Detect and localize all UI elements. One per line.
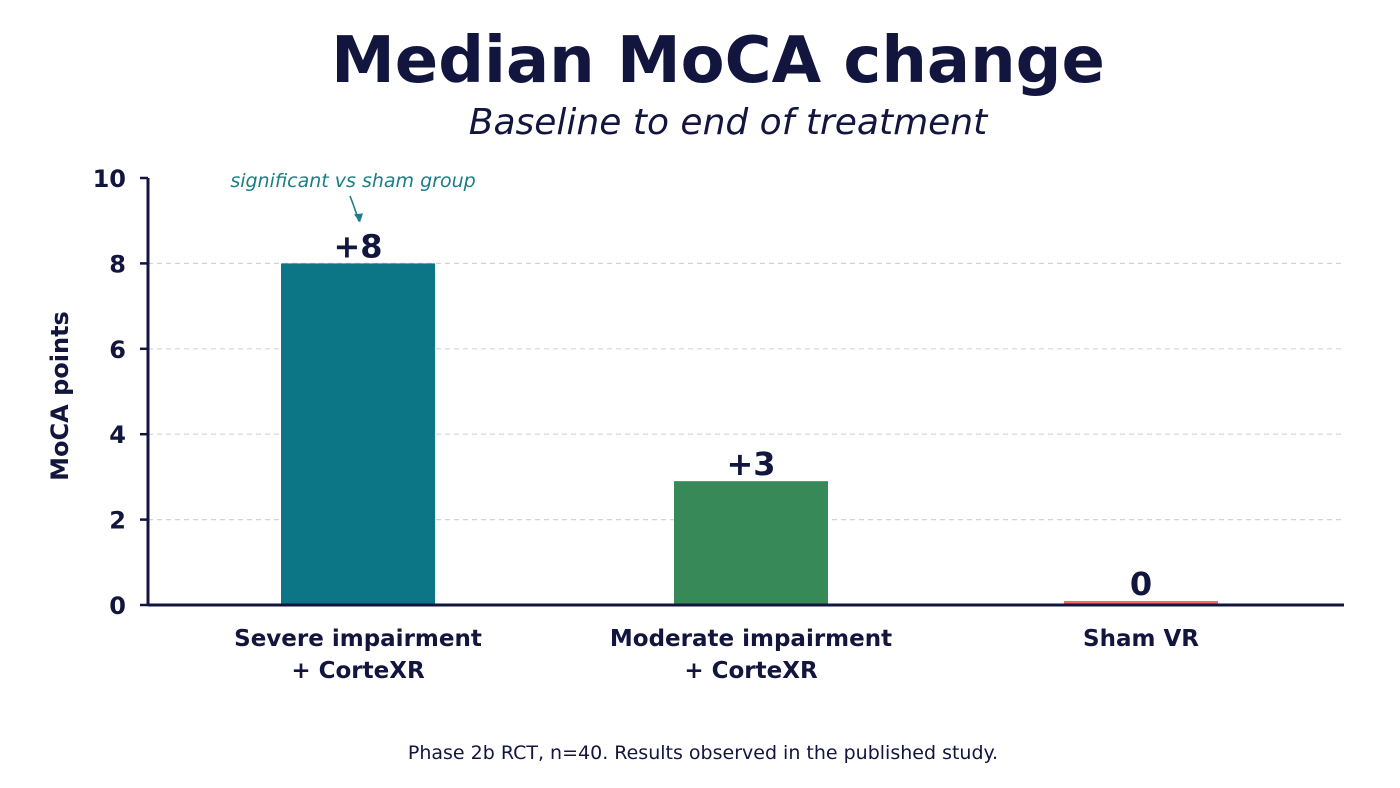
y-tick-label: 2 [109,507,126,535]
chart-title: Median MoCA change [331,24,1105,98]
footnote: Phase 2b RCT, n=40. Results observed in … [408,742,998,764]
y-tick-label: 6 [109,336,126,364]
category-labels: Severe impairment + CorteXR Moderate impai… [234,626,1199,684]
y-tick-label: 0 [109,592,126,620]
chart-subtitle: Baseline to end of treatment [469,102,989,143]
y-tick-label: 10 [93,165,126,193]
y-axis-ticks: 0 2 4 6 8 10 [93,165,148,620]
annotation-arrowhead [354,213,363,223]
annotation-text: significant vs sham group [230,170,475,192]
x-tick-label: + CorteXR [291,658,425,684]
data-label: 0 [1130,565,1152,603]
y-axis-label: MoCA points [46,311,74,481]
bar [674,481,828,605]
data-label: +8 [333,227,382,265]
y-tick-label: 4 [109,421,126,449]
x-tick-label: Sham VR [1083,626,1199,652]
bar [281,263,435,605]
bars [281,263,1218,605]
y-tick-label: 8 [109,250,126,278]
x-tick-label: Severe impairment [234,626,482,652]
data-labels: +8 +3 0 [333,227,1152,603]
data-label: +3 [726,445,775,483]
bar [1064,601,1218,605]
x-tick-label: Moderate impairment [610,626,892,652]
x-tick-label: + CorteXR [684,658,818,684]
annotation: significant vs sham group [230,170,476,223]
